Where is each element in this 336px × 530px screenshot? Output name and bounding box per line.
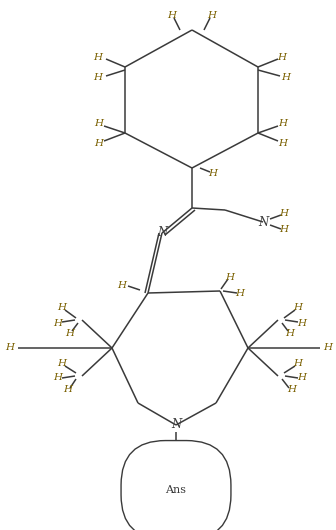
Text: H: H [294, 304, 302, 313]
Text: H: H [286, 329, 294, 338]
Text: N: N [171, 419, 181, 431]
Text: H: H [225, 272, 235, 281]
Text: H: H [297, 319, 306, 328]
Text: Ans: Ans [166, 485, 186, 495]
Text: H: H [93, 74, 102, 83]
Text: H: H [324, 343, 333, 352]
Text: H: H [236, 289, 245, 298]
Text: N: N [258, 216, 268, 228]
Text: N: N [157, 226, 167, 240]
Text: H: H [278, 52, 287, 61]
Text: H: H [279, 138, 288, 147]
Text: H: H [279, 119, 288, 128]
Text: H: H [280, 209, 289, 218]
Text: H: H [64, 385, 73, 394]
Text: H: H [282, 74, 291, 83]
Text: H: H [53, 374, 62, 383]
Text: H: H [118, 280, 126, 289]
Text: H: H [5, 343, 14, 352]
Text: H: H [94, 138, 103, 147]
Text: H: H [288, 385, 296, 394]
Text: H: H [66, 329, 75, 338]
Text: H: H [168, 12, 176, 21]
Text: H: H [93, 52, 102, 61]
Text: H: H [208, 12, 216, 21]
Text: H: H [294, 359, 302, 368]
Text: H: H [57, 359, 67, 368]
Text: H: H [53, 319, 62, 328]
Text: H: H [94, 119, 103, 128]
Text: H: H [297, 374, 306, 383]
Text: H: H [209, 169, 217, 178]
Text: H: H [57, 304, 67, 313]
Text: H: H [280, 225, 289, 234]
